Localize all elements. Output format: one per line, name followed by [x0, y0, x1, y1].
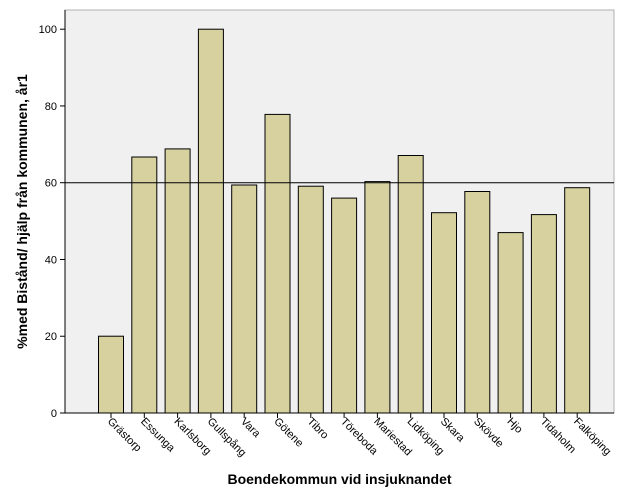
y-axis-ticks: 0 20 40 60 80 100 [39, 24, 65, 420]
x-tick-label-13: Tidaholm [538, 416, 578, 456]
x-axis-title: Boendekommun vid insjuknandet [227, 471, 451, 487]
x-tick-label-1: Essunga [138, 416, 177, 455]
bar-10 [431, 212, 457, 414]
bar-1 [131, 156, 158, 414]
x-tick-label-11: Skövde [471, 416, 505, 450]
x-tick-label-12: Hjo [504, 416, 524, 436]
x-tick-label-10: Skara [438, 416, 467, 445]
y-tick-label-2: 40 [45, 254, 57, 266]
bar-6 [297, 185, 324, 414]
y-tick-label-3: 60 [45, 178, 57, 190]
y-tick-label-4: 80 [45, 101, 57, 113]
x-tick-label-14: Falköping [571, 416, 613, 458]
bar-8 [364, 181, 391, 414]
y-tick-label-0: 0 [51, 408, 57, 420]
x-tick-label-5: Götene [271, 416, 305, 450]
bar-5 [264, 113, 291, 414]
y-axis-title: %med Bistånd/ hjälp från kommunen, år1 [14, 74, 30, 349]
bar-2 [164, 148, 191, 414]
x-tick-label-6: Tibro [305, 416, 331, 442]
axes [64, 10, 614, 414]
x-tick-label-4: Vara [238, 416, 263, 441]
bar-4 [231, 184, 258, 414]
bar-3 [197, 28, 224, 414]
bar-7 [331, 197, 358, 414]
y-tick-label-5: 100 [39, 24, 57, 36]
bar-11 [464, 191, 491, 414]
bars [98, 28, 591, 414]
y-tick-label-1: 20 [45, 331, 57, 343]
bar-14 [564, 187, 591, 414]
bar-12 [497, 232, 524, 414]
x-tick-label-0: Grästorp [105, 416, 144, 455]
bar-9 [397, 155, 424, 414]
bar-13 [530, 214, 557, 414]
bar-0 [98, 335, 124, 414]
